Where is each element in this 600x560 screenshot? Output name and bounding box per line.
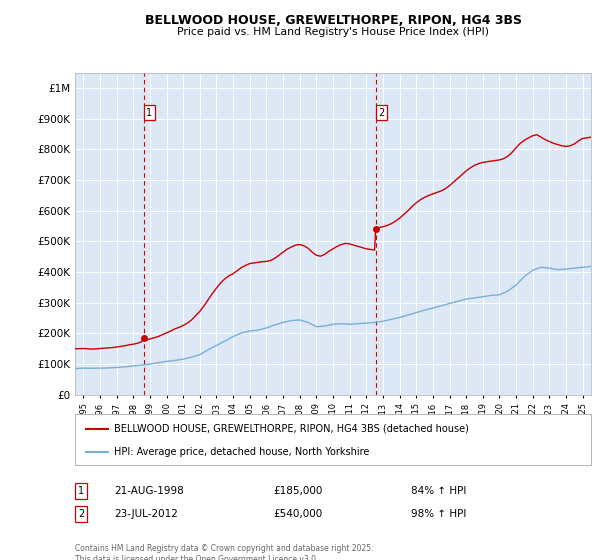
- Text: 2: 2: [78, 509, 84, 519]
- Text: Price paid vs. HM Land Registry's House Price Index (HPI): Price paid vs. HM Land Registry's House …: [177, 27, 489, 37]
- Text: Contains HM Land Registry data © Crown copyright and database right 2025.
This d: Contains HM Land Registry data © Crown c…: [75, 544, 373, 560]
- Text: £540,000: £540,000: [273, 509, 322, 519]
- Text: BELLWOOD HOUSE, GREWELTHORPE, RIPON, HG4 3BS: BELLWOOD HOUSE, GREWELTHORPE, RIPON, HG4…: [145, 14, 521, 27]
- Text: 1: 1: [78, 486, 84, 496]
- Text: 98% ↑ HPI: 98% ↑ HPI: [411, 509, 466, 519]
- Text: HPI: Average price, detached house, North Yorkshire: HPI: Average price, detached house, Nort…: [114, 447, 369, 457]
- Text: 23-JUL-2012: 23-JUL-2012: [114, 509, 178, 519]
- Text: 21-AUG-1998: 21-AUG-1998: [114, 486, 184, 496]
- Text: £185,000: £185,000: [273, 486, 322, 496]
- Text: 1: 1: [146, 108, 152, 118]
- Text: 84% ↑ HPI: 84% ↑ HPI: [411, 486, 466, 496]
- Text: 2: 2: [378, 108, 385, 118]
- Text: BELLWOOD HOUSE, GREWELTHORPE, RIPON, HG4 3BS (detached house): BELLWOOD HOUSE, GREWELTHORPE, RIPON, HG4…: [114, 423, 469, 433]
